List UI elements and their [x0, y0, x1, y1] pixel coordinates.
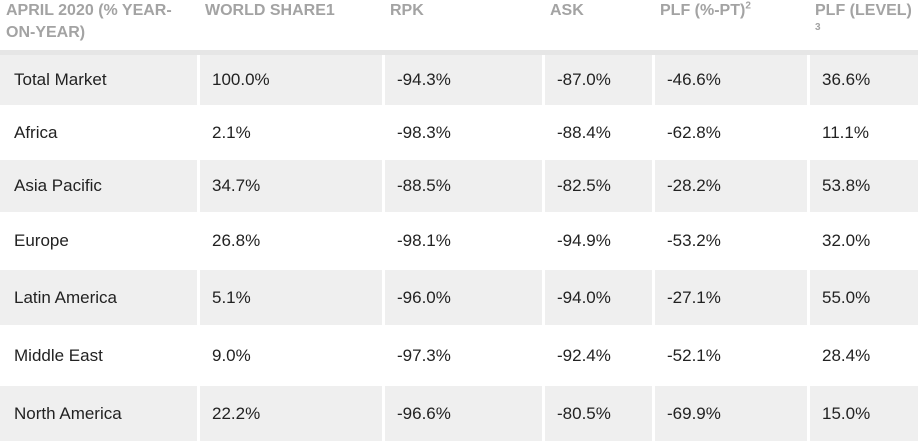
cell-plf-level: 55.0%	[810, 270, 918, 328]
cell-plf-pt: -53.2%	[655, 215, 810, 270]
header-region: APRIL 2020 (% YEAR-ON-YEAR)	[0, 0, 200, 55]
table-row: North America 22.2% -96.6% -80.5% -69.9% 15.0…	[0, 386, 918, 444]
header-plf-pt-label: PLF (%-PT)	[660, 2, 746, 19]
cell-region: Europe	[0, 215, 200, 270]
cell-region: Total Market	[0, 55, 200, 108]
cell-plf-level: 11.1%	[810, 108, 918, 160]
cell-plf-level: 32.0%	[810, 215, 918, 270]
cell-region: Middle East	[0, 328, 200, 386]
table-row: Middle East 9.0% -97.3% -92.4% -52.1% 28.4%	[0, 328, 918, 386]
table-row: Europe 26.8% -98.1% -94.9% -53.2% 32.0%	[0, 215, 918, 270]
cell-plf-level: 15.0%	[810, 386, 918, 444]
cell-plf-pt: -28.2%	[655, 160, 810, 215]
cell-ask: -94.9%	[545, 215, 655, 270]
cell-ask: -88.4%	[545, 108, 655, 160]
cell-ask: -92.4%	[545, 328, 655, 386]
cell-plf-pt: -62.8%	[655, 108, 810, 160]
cell-rpk: -88.5%	[385, 160, 545, 215]
cell-world-share: 100.0%	[200, 55, 385, 108]
cell-plf-pt: -27.1%	[655, 270, 810, 328]
header-row: APRIL 2020 (% YEAR-ON-YEAR) WORLD SHARE1…	[0, 0, 918, 55]
cell-plf-level: 53.8%	[810, 160, 918, 215]
cell-plf-level: 28.4%	[810, 328, 918, 386]
cell-plf-pt: -46.6%	[655, 55, 810, 108]
cell-world-share: 5.1%	[200, 270, 385, 328]
cell-ask: -82.5%	[545, 160, 655, 215]
header-plf-level-footnote: 3	[815, 22, 821, 33]
cell-rpk: -96.0%	[385, 270, 545, 328]
cell-plf-pt: -69.9%	[655, 386, 810, 444]
cell-plf-level: 36.6%	[810, 55, 918, 108]
cell-world-share: 22.2%	[200, 386, 385, 444]
table-row: Africa 2.1% -98.3% -88.4% -62.8% 11.1%	[0, 108, 918, 160]
table-row: Latin America 5.1% -96.0% -94.0% -27.1% 55.0%	[0, 270, 918, 328]
header-plf-pt: PLF (%-PT)2	[655, 0, 810, 55]
cell-ask: -87.0%	[545, 55, 655, 108]
header-plf-pt-footnote: 2	[745, 0, 751, 12]
cell-region: North America	[0, 386, 200, 444]
cell-rpk: -98.3%	[385, 108, 545, 160]
cell-rpk: -97.3%	[385, 328, 545, 386]
header-plf-level: PLF (LEVEL) 3	[810, 0, 918, 55]
cell-ask: -94.0%	[545, 270, 655, 328]
cell-world-share: 26.8%	[200, 215, 385, 270]
cell-region: Latin America	[0, 270, 200, 328]
cell-world-share: 9.0%	[200, 328, 385, 386]
table-row: Total Market 100.0% -94.3% -87.0% -46.6% 36.6…	[0, 55, 918, 108]
cell-world-share: 2.1%	[200, 108, 385, 160]
cell-region: Africa	[0, 108, 200, 160]
cell-rpk: -98.1%	[385, 215, 545, 270]
header-ask: ASK	[545, 0, 655, 55]
cell-plf-pt: -52.1%	[655, 328, 810, 386]
cell-ask: -80.5%	[545, 386, 655, 444]
cell-region: Asia Pacific	[0, 160, 200, 215]
table-body: Total Market 100.0% -94.3% -87.0% -46.6% 36.6…	[0, 55, 918, 444]
header-rpk: RPK	[385, 0, 545, 55]
cell-rpk: -94.3%	[385, 55, 545, 108]
header-plf-level-label: PLF (LEVEL)	[815, 2, 912, 19]
table-row: Asia Pacific 34.7% -88.5% -82.5% -28.2% 53.8%	[0, 160, 918, 215]
cell-rpk: -96.6%	[385, 386, 545, 444]
header-world-share: WORLD SHARE1	[200, 0, 385, 55]
cell-world-share: 34.7%	[200, 160, 385, 215]
